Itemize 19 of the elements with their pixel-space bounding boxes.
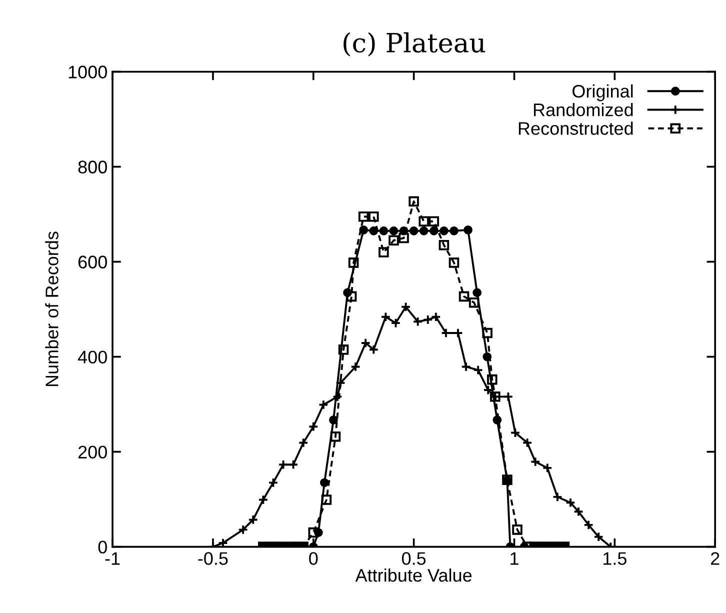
legend-label: Randomized — [534, 102, 633, 116]
y-tick-label: 200 — [78, 446, 107, 458]
x-tick-label: -0.5 — [198, 552, 228, 565]
y-axis-title: Number of Records — [45, 232, 58, 386]
legend-label: Reconstructed — [518, 122, 633, 135]
chart-title: (c) Plateau — [344, 32, 486, 56]
y-tick-label: 0 — [98, 540, 107, 554]
x-tick-label: 0.5 — [402, 552, 426, 565]
x-axis-title: Attribute Value — [355, 568, 472, 582]
x-tick-label: 0 — [309, 552, 318, 565]
x-tick-label: 2 — [711, 552, 720, 565]
x-tick-label: -1 — [105, 552, 120, 565]
legend-label: Original — [572, 84, 633, 102]
y-tick-label: 800 — [78, 160, 107, 174]
y-tick-label: 1000 — [68, 66, 107, 78]
y-tick-label: 400 — [78, 350, 107, 364]
x-tick-label: 1 — [510, 552, 518, 565]
x-tick-label: 1.5 — [604, 552, 626, 565]
y-tick-label: 600 — [78, 256, 107, 268]
